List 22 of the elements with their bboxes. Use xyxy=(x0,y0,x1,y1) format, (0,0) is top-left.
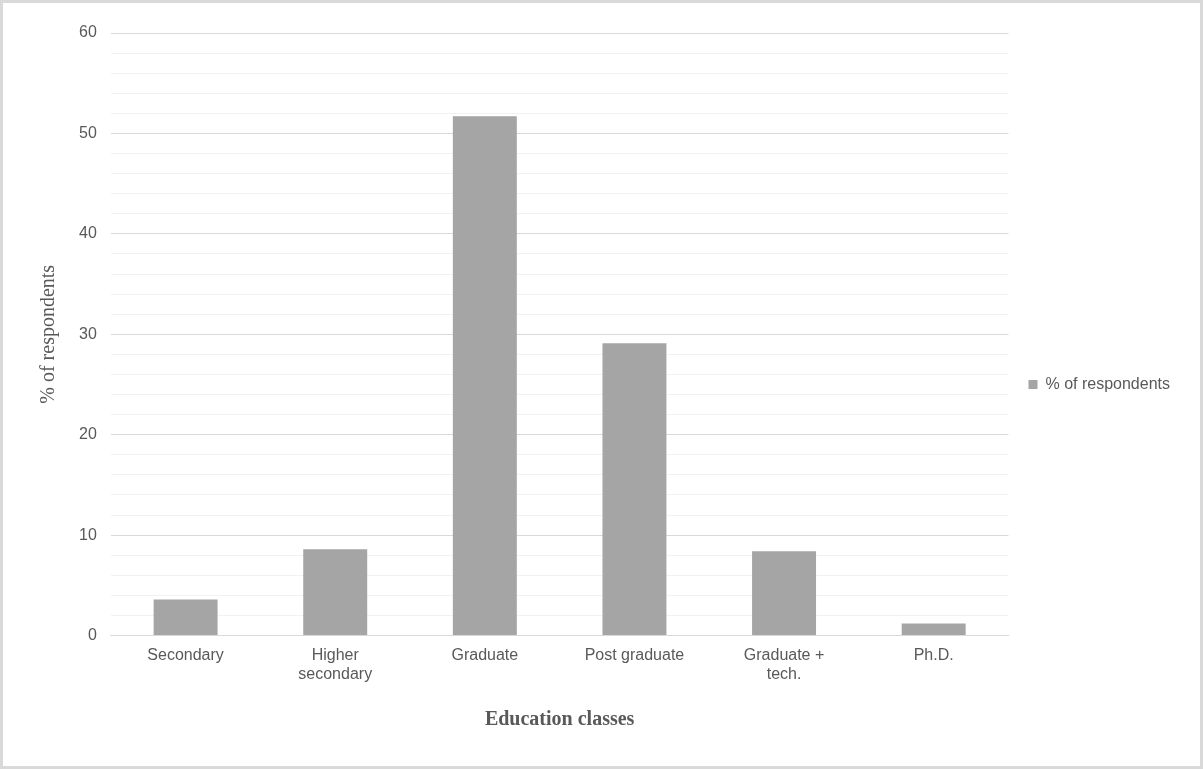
y-tick-label: 60 xyxy=(79,23,97,41)
x-tick-label: Higher secondary xyxy=(298,645,373,682)
y-tick-label: 0 xyxy=(87,626,97,644)
bar xyxy=(153,599,218,636)
y-tick-label: 10 xyxy=(79,525,97,543)
legend-label: % of respondents xyxy=(1045,374,1171,392)
bar xyxy=(303,549,368,636)
y-tick-label: 50 xyxy=(79,123,97,141)
y-axis-title: % of respondents xyxy=(36,264,60,404)
bar xyxy=(602,343,667,636)
y-tick-label: 30 xyxy=(79,324,97,342)
x-tick-label: Post graduate xyxy=(584,645,685,663)
x-tick-label: Ph.D. xyxy=(913,645,954,663)
bar xyxy=(452,116,517,636)
x-tick-label: Graduate xyxy=(451,645,519,663)
x-axis-title: Education classes xyxy=(484,707,635,730)
bar xyxy=(901,623,966,636)
bar xyxy=(752,551,817,636)
x-tick-label: Graduate + tech. xyxy=(743,645,825,682)
x-tick-label: Secondary xyxy=(147,645,224,663)
y-tick-label: 40 xyxy=(79,224,97,242)
y-tick-label: 20 xyxy=(79,425,97,443)
